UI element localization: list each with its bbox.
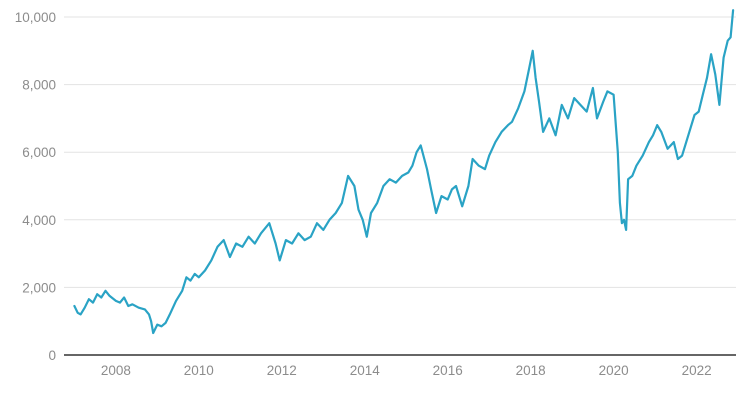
x-tick-label: 2022	[682, 363, 712, 378]
y-tick-label: 6,000	[22, 145, 56, 160]
y-tick-label: 2,000	[22, 280, 56, 295]
y-tick-label: 10,000	[15, 10, 56, 25]
y-tick-label: 8,000	[22, 78, 56, 93]
series-layer	[73, 9, 735, 335]
x-tick-label: 2012	[267, 363, 297, 378]
x-tick-label: 2018	[516, 363, 546, 378]
y-tick-label: 0	[48, 348, 56, 363]
series-line-0	[73, 9, 735, 335]
x-tick-label: 2010	[184, 363, 214, 378]
y-tick-label: 4,000	[22, 213, 56, 228]
x-tick-label: 2016	[433, 363, 463, 378]
x-tick-label: 2014	[350, 363, 381, 378]
x-tick-label: 2008	[101, 363, 131, 378]
x-tick-label: 2020	[599, 363, 629, 378]
tick-labels: 0 2,000 4,000 6,000 8,000 10,000 2008 2010 2012 2…	[15, 10, 712, 378]
grid-lines	[64, 16, 736, 288]
